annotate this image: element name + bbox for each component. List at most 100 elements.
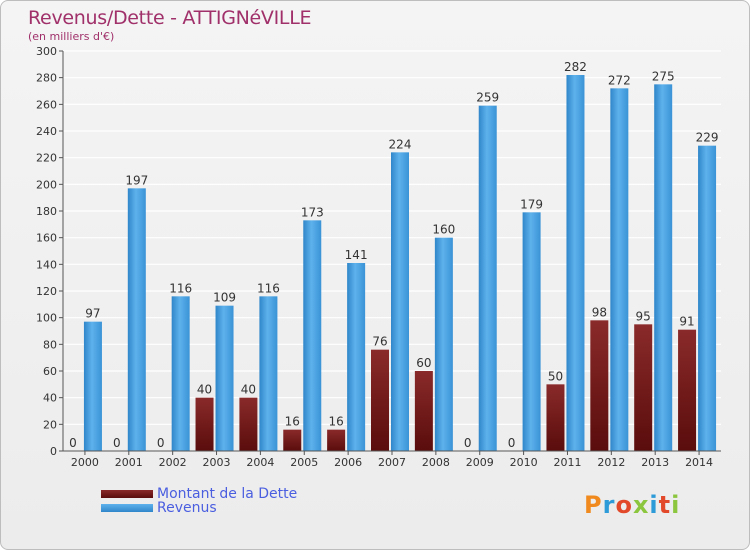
value-label-revenue: 173: [301, 205, 324, 219]
x-tick-label: 2009: [466, 456, 494, 469]
y-tick-label: 120: [36, 285, 57, 298]
value-label-revenue: 259: [476, 91, 499, 105]
bar-revenue: [83, 321, 102, 451]
value-label-revenue: 179: [520, 197, 543, 211]
bar-debt: [590, 320, 609, 451]
x-tick-label: 2014: [685, 456, 713, 469]
logo-letter: i: [649, 491, 659, 519]
value-label-revenue: 141: [345, 248, 368, 262]
x-tick-label: 2007: [378, 456, 406, 469]
value-label-debt: 16: [328, 415, 343, 429]
bar-revenue: [522, 212, 541, 451]
bar-revenue: [127, 188, 146, 452]
value-label-debt: 60: [416, 356, 431, 370]
x-tick-label: 2013: [641, 456, 669, 469]
bar-revenue: [698, 145, 717, 451]
y-tick-label: 200: [36, 178, 57, 191]
value-label-revenue: 224: [389, 137, 412, 151]
x-tick-label: 2006: [334, 456, 362, 469]
value-label-debt: 0: [464, 436, 472, 450]
x-tick-label: 2001: [115, 456, 143, 469]
value-label-debt: 95: [636, 309, 651, 323]
logo-letter: P: [584, 491, 603, 519]
x-tick-label: 2003: [203, 456, 231, 469]
value-label-revenue: 275: [652, 69, 675, 83]
value-label-revenue: 116: [257, 281, 280, 295]
bar-debt: [283, 429, 302, 451]
value-label-revenue: 282: [564, 60, 587, 74]
y-tick-label: 60: [43, 365, 57, 378]
y-tick-label: 140: [36, 258, 57, 271]
x-tick-label: 2012: [597, 456, 625, 469]
bar-revenue: [434, 237, 453, 451]
value-label-debt: 0: [508, 436, 516, 450]
value-label-debt: 0: [69, 436, 77, 450]
value-label-debt: 0: [113, 436, 121, 450]
x-tick-label: 2004: [246, 456, 274, 469]
bar-revenue: [610, 88, 629, 451]
y-tick-label: 260: [36, 98, 57, 111]
value-label-revenue: 229: [696, 131, 719, 145]
logo-letter: i: [671, 491, 681, 519]
bar-debt: [195, 397, 214, 451]
bar-revenue: [654, 84, 673, 451]
bar-debt: [546, 384, 565, 451]
bar-revenue: [347, 263, 366, 451]
chart-title: Revenus/Dette - ATTIGNéVILLE: [28, 7, 312, 29]
value-label-debt: 40: [241, 383, 256, 397]
y-tick-label: 0: [50, 445, 57, 458]
value-label-revenue: 197: [125, 173, 148, 187]
value-label-revenue: 109: [213, 291, 236, 305]
x-tick-label: 2005: [290, 456, 318, 469]
x-tick-label: 2000: [71, 456, 99, 469]
logo-letter: x: [632, 491, 650, 519]
value-label-revenue: 97: [85, 307, 100, 321]
x-tick-label: 2011: [553, 456, 581, 469]
bar-revenue: [391, 152, 409, 452]
legend-label-revenue: Revenus: [157, 500, 217, 516]
x-tick-label: 2008: [422, 456, 450, 469]
y-tick-label: 80: [43, 338, 57, 351]
value-label-debt: 50: [548, 369, 563, 383]
bar-debt: [414, 371, 433, 451]
bar-revenue: [303, 220, 322, 451]
value-label-debt: 40: [197, 383, 212, 397]
bars: [83, 75, 717, 452]
bar-debt: [634, 324, 653, 451]
y-tick-label: 280: [36, 72, 57, 85]
y-tick-label: 240: [36, 125, 57, 138]
x-tick-label: 2010: [510, 456, 538, 469]
value-label-debt: 76: [372, 335, 387, 349]
proxiti-logo: Proxiti: [584, 491, 680, 519]
chart-subtitle: (en milliers d'€): [28, 30, 115, 43]
y-tick-label: 180: [36, 205, 57, 218]
bar-revenue: [215, 305, 234, 451]
value-label-revenue: 116: [169, 281, 192, 295]
value-label-debt: 16: [285, 415, 300, 429]
bar-debt: [678, 329, 697, 451]
legend-swatch-revenue: [101, 504, 153, 512]
x-tick-label: 2002: [159, 456, 187, 469]
y-tick-label: 300: [36, 45, 57, 58]
bar-debt: [327, 429, 346, 451]
value-label-debt: 98: [592, 305, 607, 319]
bar-revenue: [478, 105, 497, 452]
value-label-revenue: 160: [432, 223, 455, 237]
bar-revenue: [566, 75, 585, 451]
y-tick-label: 160: [36, 232, 57, 245]
legend-swatch-debt: [101, 490, 153, 498]
bar-revenue: [259, 296, 278, 451]
value-label-debt: 0: [157, 436, 165, 450]
axes: 0204060801001201401601802002202402602803…: [36, 45, 721, 469]
y-tick-label: 40: [43, 392, 57, 405]
logo-letter: o: [615, 491, 633, 519]
y-tick-label: 20: [43, 418, 57, 431]
y-tick-label: 100: [36, 312, 57, 325]
y-tick-label: 220: [36, 152, 57, 165]
bar-debt: [371, 349, 389, 451]
value-labels: 0 97 0 197 0 116 40 109 40 116 16 173 16 141 76 224 60 16…: [69, 60, 718, 450]
value-label-debt: 91: [679, 315, 694, 329]
legend-label-debt: Montant de la Dette: [157, 486, 298, 502]
